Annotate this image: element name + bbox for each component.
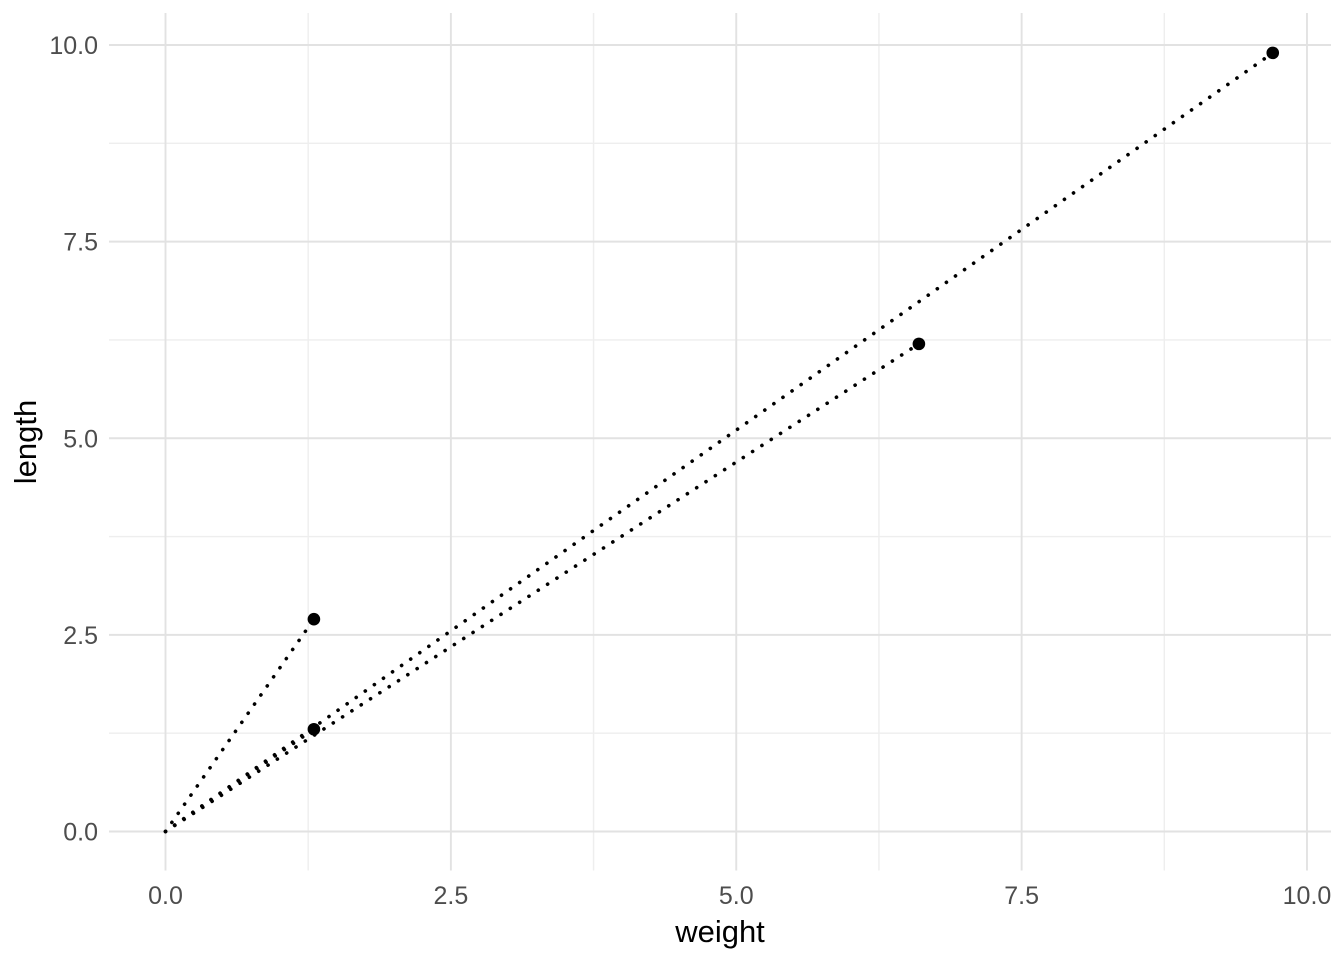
data-points (307, 46, 1280, 736)
x-tick-label: 10.0 (1283, 882, 1332, 910)
x-axis-tick-labels: 0.0 2.5 5.0 7.5 10.0 (148, 882, 1331, 910)
y-axis-title: length (8, 400, 43, 484)
y-axis-tick-labels: 0.0 2.5 5.0 7.5 10.0 (49, 32, 98, 847)
origin-segments (163, 51, 1275, 834)
data-point (1266, 46, 1280, 60)
data-point (307, 722, 321, 736)
segment-line (163, 51, 1275, 834)
data-point (912, 337, 926, 351)
y-tick-label: 7.5 (63, 229, 98, 257)
y-tick-label: 5.0 (63, 425, 98, 453)
y-tick-label: 10.0 (49, 32, 98, 60)
y-tick-label: 2.5 (63, 622, 98, 650)
x-tick-label: 0.0 (148, 882, 183, 910)
y-tick-label: 0.0 (63, 819, 98, 847)
x-tick-label: 5.0 (719, 882, 754, 910)
data-point (307, 612, 321, 626)
major-gridlines (109, 13, 1331, 871)
x-axis-title: weight (674, 914, 765, 949)
x-tick-label: 2.5 (433, 882, 468, 910)
segment-line (163, 617, 316, 834)
segment-line (163, 342, 921, 834)
x-tick-label: 7.5 (1004, 882, 1039, 910)
